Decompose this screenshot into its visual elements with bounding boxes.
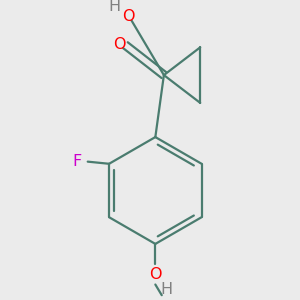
- Text: H: H: [109, 0, 121, 14]
- Text: O: O: [113, 37, 125, 52]
- Text: F: F: [72, 154, 82, 169]
- Text: H: H: [160, 282, 172, 297]
- Text: O: O: [149, 267, 162, 282]
- Text: O: O: [122, 9, 135, 24]
